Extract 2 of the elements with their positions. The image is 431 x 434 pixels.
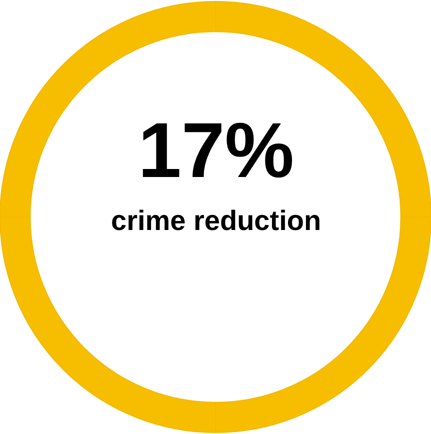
- text: crime reduction: [111, 205, 322, 236]
- text: 17%: [138, 106, 294, 194]
